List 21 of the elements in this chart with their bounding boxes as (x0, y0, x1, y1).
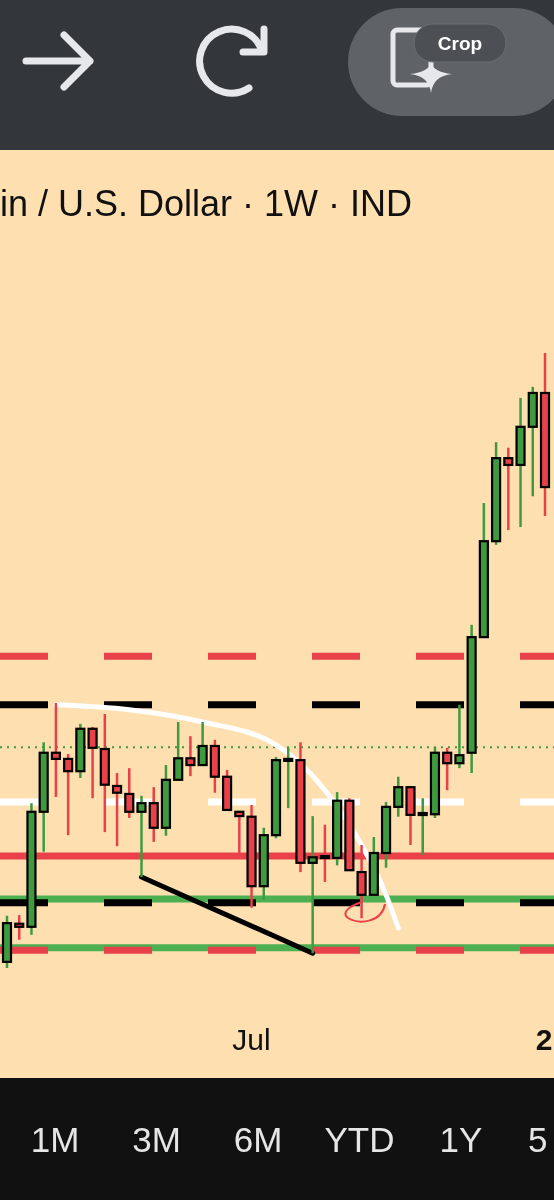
chart-title: in / U.S. Dollar · 1W · IND (0, 183, 413, 224)
text: 6M (233, 1120, 283, 1159)
text: 3M (132, 1120, 181, 1159)
candlestick (442, 746, 453, 792)
candlestick (417, 797, 428, 857)
candlestick (50, 701, 62, 799)
candlestick (63, 752, 74, 837)
candlestick (87, 725, 98, 800)
candlestick (124, 766, 135, 820)
text: YTD (324, 1120, 395, 1159)
candlestick (185, 734, 196, 778)
text: 5 (528, 1120, 548, 1159)
candlestick (111, 771, 123, 848)
text: 1M (30, 1120, 80, 1159)
x-tick-label: 2 (535, 1023, 553, 1056)
candlestick (393, 775, 404, 818)
text: Crop (437, 33, 483, 54)
text: 1Y (439, 1120, 483, 1159)
candlestick (503, 446, 514, 532)
candlestick (14, 913, 25, 941)
x-tick-label: Jul (232, 1023, 271, 1056)
